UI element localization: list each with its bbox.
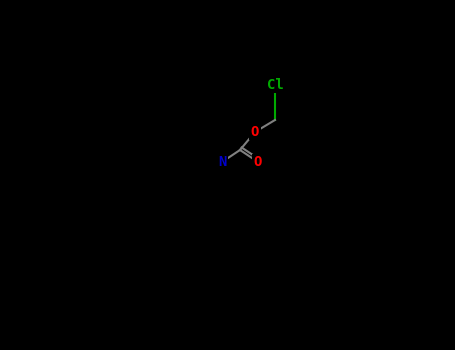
Text: O: O	[254, 155, 262, 169]
Text: Cl: Cl	[267, 78, 283, 92]
Text: O: O	[251, 125, 259, 139]
Text: N: N	[218, 155, 226, 169]
